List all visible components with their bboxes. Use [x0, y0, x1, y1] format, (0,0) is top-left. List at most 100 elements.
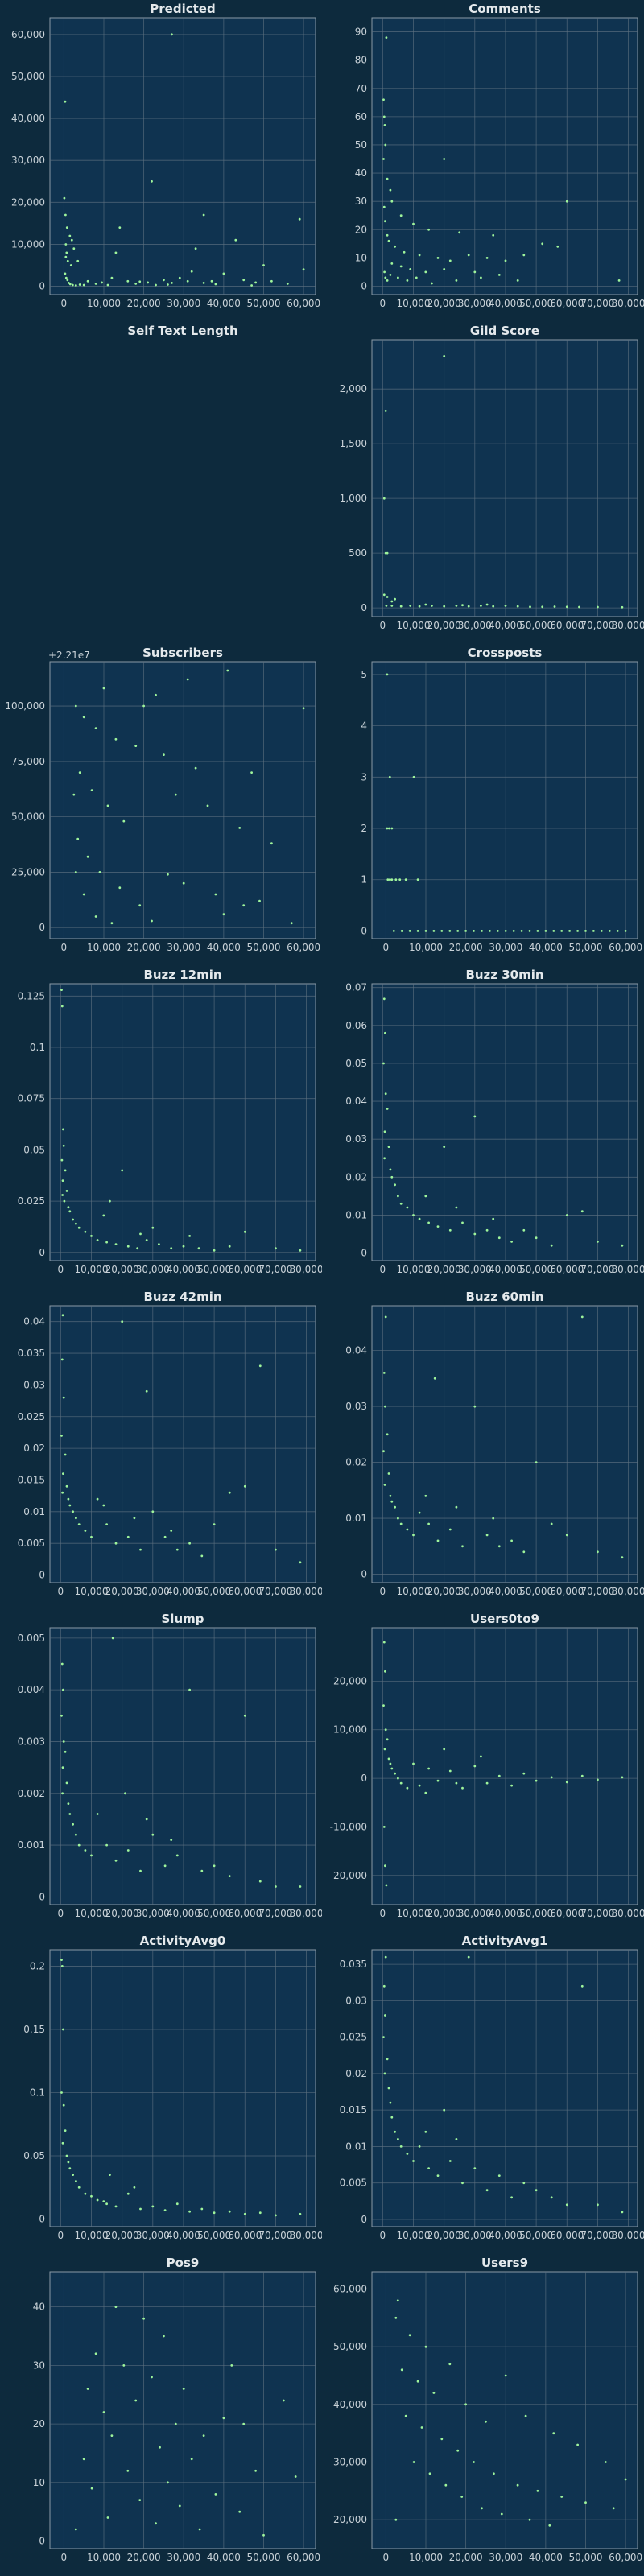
data-point — [60, 1005, 64, 1008]
plot-area — [371, 1305, 638, 1583]
data-point — [60, 1959, 63, 1961]
data-point — [386, 1433, 389, 1436]
data-point — [222, 272, 225, 275]
data-point — [386, 1108, 389, 1110]
x-tick-label: 10,000 — [75, 1586, 109, 1597]
data-point — [385, 605, 388, 607]
data-point — [200, 1554, 204, 1558]
data-point — [431, 282, 433, 285]
data-point — [71, 283, 74, 287]
data-point — [60, 1158, 64, 1162]
x-tick-label: 60,000 — [228, 1264, 262, 1275]
data-point — [473, 2461, 475, 2463]
data-point — [384, 1864, 386, 1868]
data-point — [102, 2411, 105, 2413]
x-tick-label: 40,000 — [167, 1908, 200, 1919]
x-tick-label: 80,000 — [612, 2230, 644, 2241]
data-point — [399, 1202, 402, 1205]
y-tick-label: 0.04 — [345, 1096, 367, 1107]
data-point — [418, 605, 421, 608]
x-tick-label: 70,000 — [258, 1264, 292, 1275]
data-point — [238, 2510, 242, 2513]
x-tick-label: 40,000 — [167, 1264, 200, 1275]
data-point — [497, 274, 501, 276]
x-tick-label: 80,000 — [290, 2230, 322, 2241]
data-point — [467, 254, 470, 257]
data-point — [171, 282, 173, 284]
data-point — [436, 2174, 440, 2177]
x-tick-label: 10,000 — [409, 942, 443, 953]
data-point — [404, 2414, 407, 2417]
data-point — [528, 2518, 531, 2521]
data-point — [390, 1767, 394, 1770]
data-point — [436, 257, 440, 259]
data-point — [94, 283, 97, 285]
data-point — [420, 2426, 423, 2429]
data-point — [222, 2417, 225, 2420]
data-point — [386, 1738, 389, 1741]
y-tick-label: 0.1 — [30, 2087, 45, 2098]
x-tick-label: 60,000 — [287, 942, 320, 953]
x-tick-label: 40,000 — [167, 1586, 200, 1597]
data-point — [535, 2189, 538, 2192]
data-point — [74, 871, 77, 873]
data-point — [142, 2317, 146, 2320]
data-point — [61, 2141, 64, 2145]
data-point — [298, 217, 301, 221]
data-point — [75, 1222, 77, 1225]
data-point — [202, 213, 205, 217]
y-tick-label: 0.2 — [30, 1960, 45, 1971]
data-point — [520, 930, 523, 932]
data-point — [427, 2167, 430, 2169]
x-tick-label: 20,000 — [427, 1264, 461, 1275]
data-point — [86, 855, 89, 858]
chart-title: Users9 — [481, 2256, 528, 2270]
data-point — [384, 1315, 387, 1319]
data-point — [424, 1791, 427, 1794]
x-tick-label: 60,000 — [550, 298, 584, 309]
data-point — [550, 2196, 553, 2199]
y-tick-label: -10,000 — [330, 1821, 367, 1832]
data-point — [481, 930, 483, 932]
x-tick-label: 40,000 — [489, 1264, 522, 1275]
data-point — [102, 2200, 105, 2202]
data-point — [412, 1214, 415, 1216]
data-point — [178, 2504, 181, 2508]
data-point — [61, 1194, 64, 1196]
y-tick-label: 0.05 — [23, 1144, 45, 1155]
data-point — [110, 2434, 114, 2437]
y-tick-label: 0.002 — [18, 1788, 45, 1799]
data-point — [402, 250, 406, 254]
chart-panel-buzz-12min: Buzz 12min 0 10,000 20,000 30,000 40,000 50,00… — [0, 966, 322, 1288]
data-point — [597, 1778, 599, 1781]
data-point — [390, 1175, 394, 1179]
data-point — [68, 1504, 72, 1507]
x-tick-label: 10,000 — [397, 1264, 431, 1275]
y-tick-label: 60 — [355, 111, 367, 122]
data-point — [145, 1389, 148, 1393]
data-point — [76, 259, 80, 262]
x-tick-label: 50,000 — [519, 620, 553, 631]
data-point — [580, 1315, 584, 1319]
data-point — [275, 1548, 277, 1551]
data-point — [550, 1522, 553, 1525]
data-point — [424, 1494, 427, 1497]
data-point — [384, 1955, 387, 1959]
data-point — [60, 1965, 64, 1967]
data-point — [110, 276, 114, 279]
data-point — [394, 878, 398, 881]
data-point — [126, 2469, 130, 2472]
chart-activityavg1: ActivityAvg1 0 10,00020,00030,00040,00050,… — [340, 1934, 644, 2241]
chart-panel-users0to9: Users0to9 0 10,000 20,000 30,000 40,000 50,000… — [322, 1610, 644, 1932]
data-point — [78, 283, 81, 286]
data-point — [90, 789, 93, 791]
data-point — [114, 2306, 118, 2308]
data-point — [175, 1854, 179, 1857]
data-point — [105, 1241, 109, 1244]
data-point — [384, 143, 387, 147]
data-point — [106, 283, 109, 287]
data-point — [512, 930, 515, 932]
data-point — [621, 605, 624, 609]
x-tick-label: 20,000 — [105, 1264, 139, 1275]
